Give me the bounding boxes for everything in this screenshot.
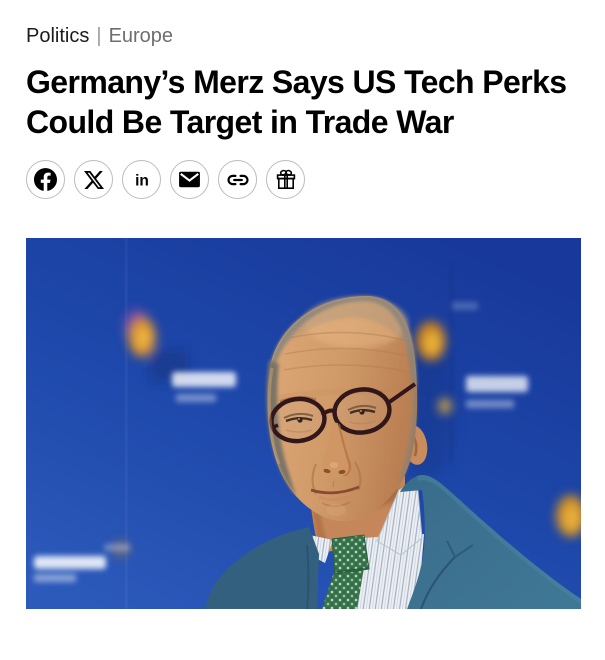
- linkedin-icon: in: [135, 172, 149, 189]
- link-icon: [226, 174, 249, 185]
- article-headline: Germany’s Merz Says US Tech Perks Could …: [26, 64, 567, 140]
- share-gift-button[interactable]: [266, 160, 305, 199]
- breadcrumb-separator: |: [96, 25, 102, 47]
- facebook-icon: [34, 168, 57, 191]
- article-page: Politics | Europe Germany’s Merz Says US T…: [26, 25, 581, 609]
- breadcrumb-link-europe[interactable]: Europe: [108, 25, 174, 47]
- portrait-head: [266, 295, 428, 522]
- gift-icon: [276, 169, 295, 189]
- glasses: [269, 382, 417, 444]
- share-toolbar: in: [26, 160, 581, 199]
- breadcrumb: Politics | Europe: [26, 25, 581, 48]
- email-icon: [179, 171, 200, 188]
- portrait-photo: [26, 238, 581, 609]
- portrait-torso: [204, 474, 581, 609]
- article-photo: [26, 238, 581, 609]
- share-facebook-button[interactable]: [26, 160, 65, 199]
- breadcrumb-link-politics[interactable]: Politics: [26, 25, 90, 47]
- svg-text:in: in: [135, 172, 149, 189]
- share-linkedin-button[interactable]: in: [122, 160, 161, 199]
- share-link-button[interactable]: [218, 160, 257, 199]
- x-icon: [83, 170, 104, 189]
- share-x-button[interactable]: [74, 160, 113, 199]
- share-email-button[interactable]: [170, 160, 209, 199]
